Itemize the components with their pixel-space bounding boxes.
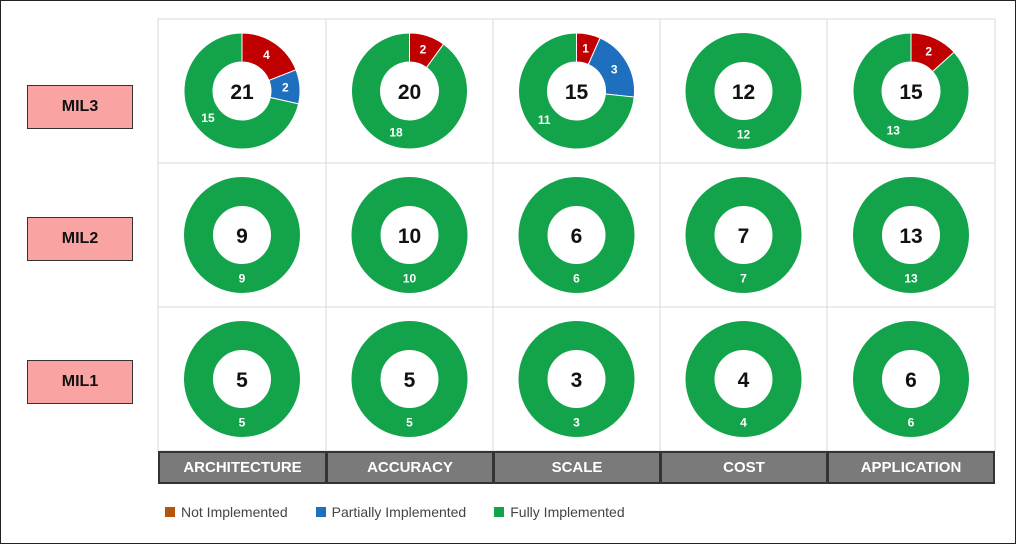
row-label-mil1: MIL1 [27, 360, 133, 404]
donut-data-label: 3 [611, 62, 618, 76]
donut-data-label: 2 [925, 44, 932, 58]
donut-data-label: 2 [282, 81, 289, 95]
donut-slice-fully-implemented [518, 321, 635, 437]
row-label-mil3: MIL3 [27, 85, 133, 129]
donut-total-label: 6 [571, 225, 583, 248]
legend: Not Implemented Partially Implemented Fu… [165, 504, 625, 520]
legend-label-not-implemented: Not Implemented [181, 504, 288, 520]
donut-total-label: 12 [732, 81, 755, 104]
donut-data-label: 15 [201, 111, 215, 125]
donut-slice-fully-implemented [184, 177, 300, 293]
donut-slice-fully-implemented [853, 177, 969, 293]
donut-total-label: 9 [236, 225, 248, 248]
donut-total-label: 4 [738, 369, 750, 392]
donut-slice-fully-implemented [852, 32, 970, 150]
donut-data-label: 13 [887, 124, 901, 138]
donut-slice-fully-implemented [351, 177, 468, 293]
donut-slice-fully-implemented [685, 33, 802, 149]
donut-slice-fully-implemented [184, 321, 300, 437]
row-label-mil2: MIL2 [27, 217, 133, 261]
donut-data-label: 6 [573, 272, 580, 286]
legend-swatch-fully-implemented [494, 507, 505, 517]
donut-total-label: 6 [905, 369, 917, 392]
donut-data-label: 10 [403, 272, 417, 286]
legend-label-partially-implemented: Partially Implemented [331, 504, 467, 520]
donut-data-label: 9 [239, 272, 246, 286]
donut-total-label: 13 [899, 225, 922, 248]
donut-data-label: 2 [420, 43, 427, 57]
donut-slice-fully-implemented [518, 32, 635, 150]
donut-total-label: 5 [404, 369, 416, 392]
donut-total-label: 21 [230, 81, 254, 104]
donut-slice-fully-implemented [351, 32, 468, 150]
column-label-architecture: ARCHITECTURE [158, 451, 327, 484]
donut-slice-fully-implemented [685, 177, 802, 293]
donut-data-label: 5 [406, 416, 413, 430]
donut-slice-fully-implemented [685, 321, 802, 437]
donut-total-label: 3 [571, 369, 583, 392]
column-label-scale: SCALE [493, 451, 661, 484]
legend-item-not-implemented: Not Implemented [165, 504, 288, 520]
donut-data-label: 13 [904, 272, 918, 286]
legend-item-partially-implemented: Partially Implemented [315, 504, 467, 520]
legend-swatch-not-implemented [165, 507, 175, 517]
legend-item-fully-implemented: Fully Implemented [494, 504, 625, 520]
donut-slice-fully-implemented [518, 177, 635, 293]
donut-total-label: 7 [738, 225, 750, 248]
donut-data-label: 3 [573, 416, 580, 430]
donut-data-label: 4 [740, 416, 747, 430]
column-label-accuracy: ACCURACY [326, 451, 494, 484]
donut-data-label: 4 [263, 48, 270, 62]
donut-data-label: 11 [538, 113, 551, 127]
donut-data-label: 6 [908, 416, 915, 430]
column-label-cost: COST [660, 451, 828, 484]
column-label-application: APPLICATION [827, 451, 995, 484]
legend-swatch-partially-implemented [315, 507, 326, 517]
donut-slice-fully-implemented [351, 321, 468, 437]
donut-slice-fully-implemented [853, 321, 969, 437]
donut-data-label: 18 [389, 125, 403, 139]
donut-data-label: 1 [582, 41, 589, 55]
donut-data-label: 7 [740, 272, 747, 286]
donut-total-label: 5 [236, 369, 248, 392]
legend-label-fully-implemented: Fully Implemented [510, 504, 625, 520]
donut-total-label: 20 [398, 81, 421, 104]
donut-data-label: 5 [239, 416, 246, 430]
donut-total-label: 15 [565, 81, 589, 104]
donut-data-label: 12 [737, 128, 751, 142]
donut-slice-fully-implemented [183, 32, 300, 150]
donut-total-label: 15 [899, 81, 923, 104]
donut-total-label: 10 [398, 225, 421, 248]
